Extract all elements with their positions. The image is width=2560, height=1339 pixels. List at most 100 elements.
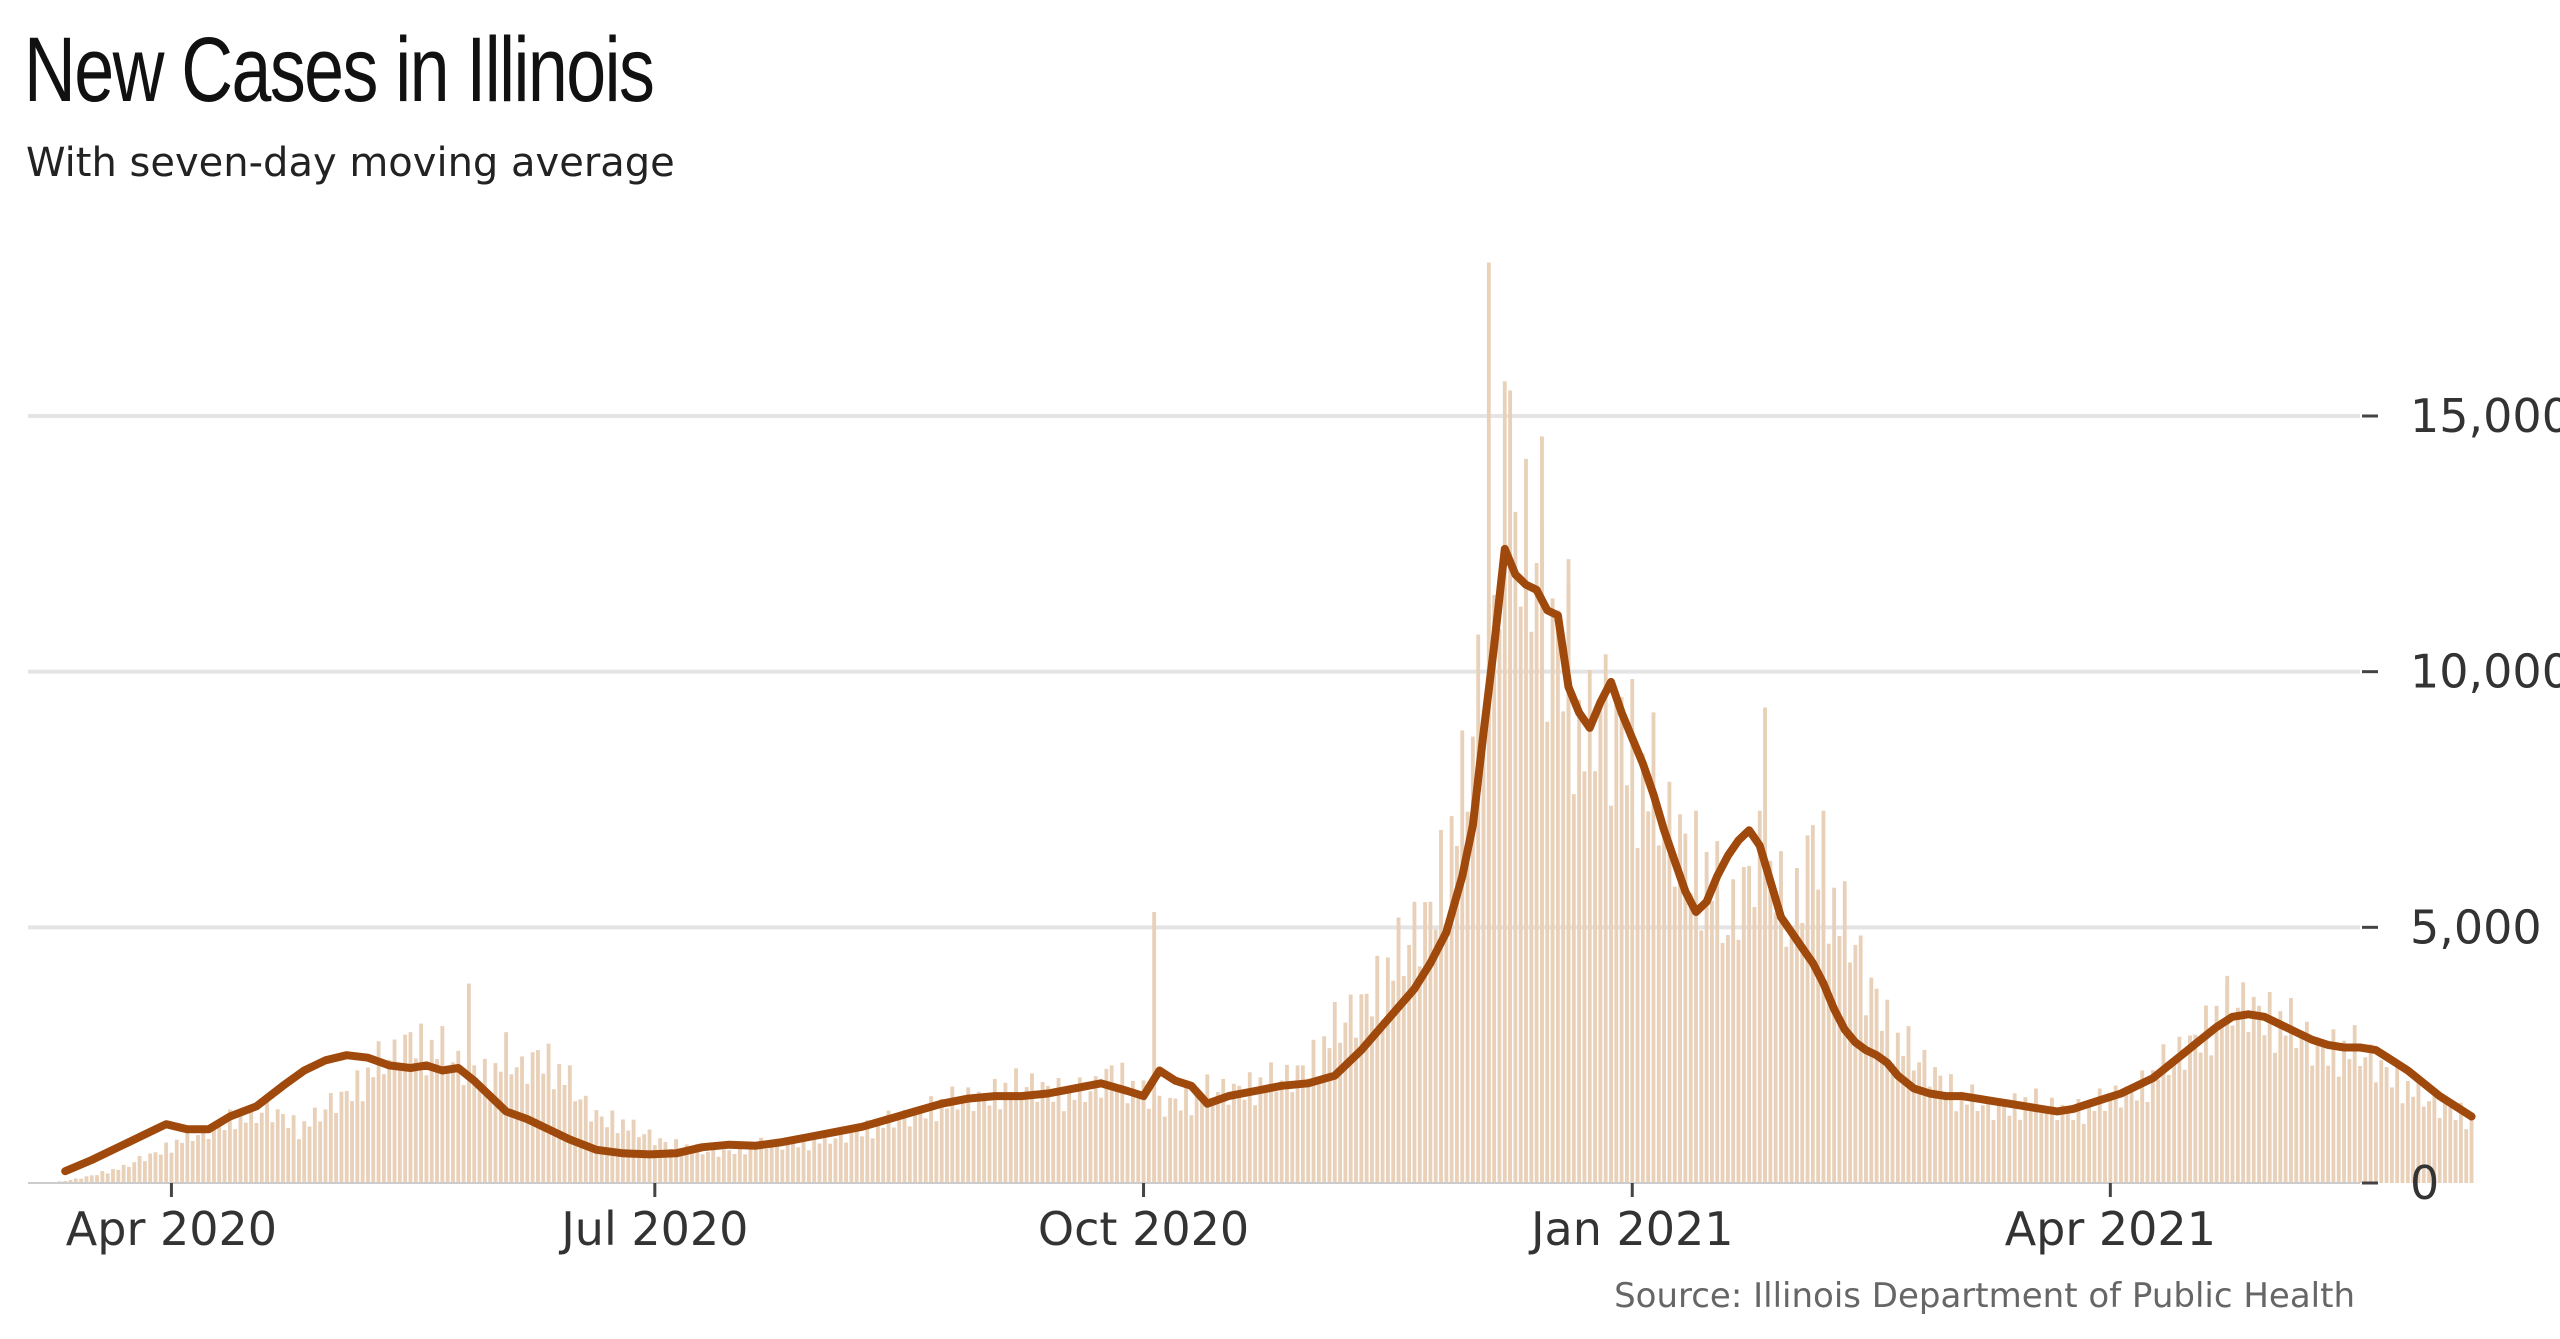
daily-case-bar: [1263, 1089, 1268, 1183]
daily-case-bar: [1885, 999, 1890, 1183]
daily-case-bar: [1162, 1116, 1167, 1183]
daily-case-bar: [1768, 860, 1773, 1183]
daily-case-bar: [2368, 1044, 2373, 1183]
daily-case-bar: [498, 1071, 503, 1183]
daily-case-bar: [769, 1144, 774, 1183]
daily-case-bar: [1221, 1078, 1226, 1183]
daily-case-bar: [2374, 1082, 2378, 1183]
daily-case-bar: [1529, 631, 1534, 1183]
daily-case-bar: [1497, 628, 1502, 1183]
daily-case-bar: [397, 1070, 402, 1183]
daily-case-bar: [1848, 962, 1852, 1183]
daily-case-bar: [2443, 1103, 2447, 1183]
daily-case-bar: [1651, 712, 1656, 1183]
daily-case-bar: [1810, 825, 1815, 1183]
daily-case-bar: [419, 1023, 424, 1183]
daily-case-bar: [174, 1139, 179, 1183]
daily-case-bar: [1449, 816, 1454, 1183]
daily-case-bar: [753, 1148, 758, 1183]
daily-case-bar: [291, 1115, 296, 1183]
daily-case-bar: [1061, 1111, 1066, 1183]
daily-case-bar: [1571, 794, 1576, 1183]
daily-case-bar: [1927, 1086, 1932, 1183]
daily-case-bar: [2315, 1037, 2320, 1183]
daily-case-bar: [1874, 988, 1879, 1183]
daily-case-bar: [658, 1138, 663, 1183]
y-tick-label: 10,000: [2410, 645, 2560, 699]
daily-case-bar: [1720, 943, 1725, 1183]
daily-case-bar: [1630, 679, 1635, 1183]
daily-case-bar: [1555, 610, 1560, 1183]
daily-case-bar: [1938, 1075, 1943, 1183]
daily-case-bar: [1826, 943, 1831, 1183]
daily-case-bar: [350, 1101, 354, 1183]
daily-case-bar: [1412, 901, 1417, 1183]
daily-case-bar: [1067, 1087, 1072, 1183]
daily-case-bar: [1359, 994, 1364, 1183]
daily-case-bar: [1290, 1092, 1295, 1183]
daily-case-bar: [1933, 1067, 1937, 1183]
daily-case-bar: [1375, 955, 1380, 1183]
daily-case-bar: [1327, 1048, 1332, 1183]
daily-case-bar: [976, 1091, 981, 1183]
daily-case-bar: [1322, 1036, 1327, 1183]
chart-title: New Cases in Illinois: [24, 19, 655, 121]
daily-case-bar: [440, 1026, 445, 1183]
y-tick-label: 15,000: [2410, 389, 2560, 443]
daily-case-bar: [2049, 1097, 2054, 1183]
daily-case-bar: [190, 1141, 195, 1183]
daily-case-bar: [844, 1142, 848, 1183]
daily-case-bar: [897, 1120, 902, 1183]
daily-case-bar: [1120, 1062, 1125, 1183]
daily-case-bar: [2028, 1108, 2033, 1183]
daily-case-bar: [297, 1139, 301, 1183]
daily-case-bar: [1704, 851, 1709, 1183]
daily-case-bar: [1922, 1049, 1927, 1183]
daily-case-bar: [2416, 1076, 2421, 1183]
daily-case-bar: [1014, 1068, 1018, 1183]
daily-case-bar: [2251, 996, 2256, 1183]
daily-case-bar: [392, 1039, 397, 1183]
daily-case-bar: [1306, 1078, 1311, 1183]
daily-case-bar: [1741, 866, 1746, 1183]
daily-case-bar: [2225, 983, 2230, 1183]
daily-case-bar: [2219, 1024, 2224, 1183]
daily-case-bar: [1152, 911, 1157, 1183]
daily-case-bar: [1417, 966, 1422, 1183]
daily-case-bar: [998, 1109, 1003, 1183]
daily-case-bar: [249, 1107, 254, 1183]
daily-case-bar: [121, 1164, 126, 1183]
daily-case-bar: [2347, 1059, 2352, 1183]
daily-case-bar: [992, 1078, 997, 1183]
daily-case-bar: [2140, 1070, 2145, 1183]
daily-case-bar: [865, 1120, 870, 1183]
daily-case-bar: [1391, 980, 1396, 1183]
daily-case-bar: [445, 1069, 450, 1183]
daily-case-bar: [668, 1148, 673, 1183]
daily-case-bar: [1423, 902, 1427, 1183]
daily-case-bar: [1991, 1120, 1996, 1183]
daily-case-bar: [982, 1093, 987, 1183]
daily-case-bar: [2198, 1052, 2203, 1183]
daily-case-bar: [1311, 1039, 1316, 1183]
daily-case-bar: [817, 1143, 822, 1183]
daily-case-bar: [1370, 1016, 1374, 1183]
daily-case-bar: [1343, 1022, 1348, 1183]
daily-case-bar: [1747, 865, 1752, 1183]
x-tick-label: Apr 2020: [66, 1202, 277, 1256]
daily-case-bar: [2097, 1088, 2102, 1183]
daily-case-bar: [68, 1179, 73, 1183]
daily-case-bar: [2384, 1067, 2389, 1183]
daily-case-bar: [1773, 912, 1778, 1183]
daily-case-bar: [2182, 1069, 2187, 1183]
y-axis: 0 5,000 10,000 15,000: [2362, 389, 2560, 1210]
daily-case-bar: [2437, 1118, 2442, 1183]
daily-case-bar: [1609, 805, 1613, 1183]
daily-case-bar: [2405, 1080, 2410, 1183]
daily-case-bar: [1189, 1115, 1194, 1183]
daily-case-bar: [2145, 1101, 2150, 1183]
daily-case-bar: [2060, 1104, 2065, 1183]
daily-case-bar: [1996, 1103, 2001, 1183]
daily-case-bar: [148, 1153, 153, 1183]
daily-case-bar: [642, 1134, 647, 1183]
